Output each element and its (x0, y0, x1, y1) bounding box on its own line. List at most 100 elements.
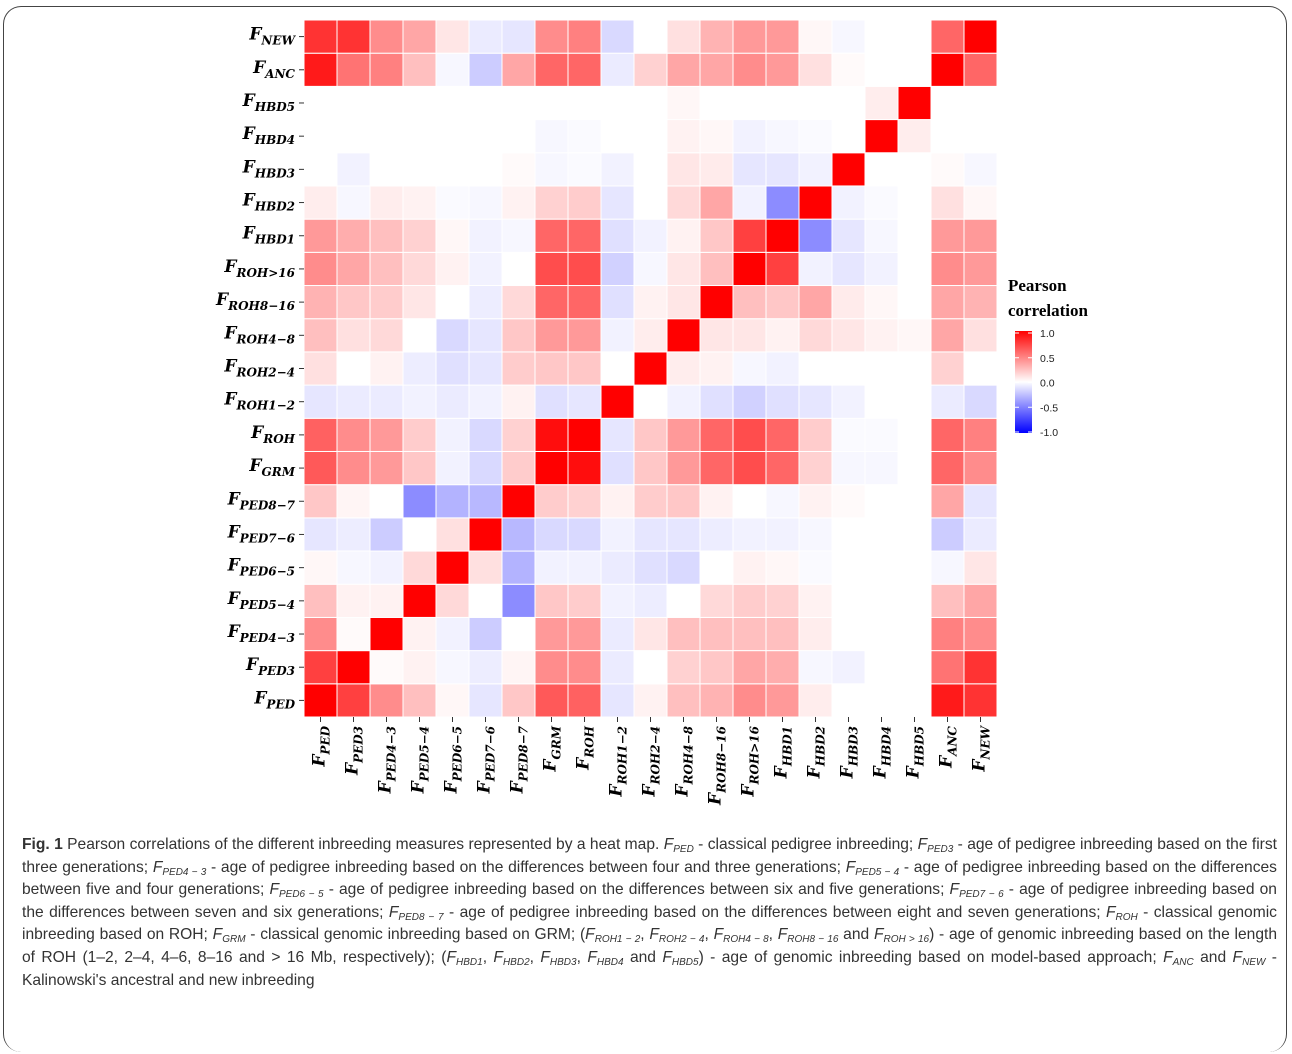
y-label-new: FNEW (248, 25, 296, 48)
heatmap-cell-ped-ped6-5 (435, 683, 470, 718)
heatmap-cell-roh-roh1-2 (600, 417, 635, 452)
heatmap-cell-roh8-16-ped (303, 285, 338, 320)
heatmap-cell-roh-ped (303, 417, 338, 452)
heatmap-cell-ped8-7-ped5-4 (402, 484, 437, 519)
heatmap-cell-roh4-8-roh2-4 (633, 318, 668, 353)
heatmap-cell-hbd3-roh (567, 152, 602, 187)
heatmap-cell-grm-hbd1 (765, 450, 800, 486)
heatmap-cell-ped5-4-roh2-4 (633, 583, 668, 618)
heatmap-cell-ped4-3-ped5-4 (402, 616, 437, 652)
heatmap-cell-ped4-3-ped4-3 (369, 616, 404, 652)
heatmap-cell-ped5-4-roh4-8 (666, 583, 701, 618)
heatmap-cell-hbd4-anc (930, 119, 965, 154)
heatmap-cell-roh-anc (930, 417, 965, 452)
heatmap-cell-hbd4-roh8-16 (699, 119, 734, 154)
x-label-roh-16: FROH>16 (739, 725, 762, 797)
heatmap-cell-anc-hbd5 (897, 52, 932, 87)
heatmap-cell-hbd3-roh4-8 (666, 152, 701, 187)
heatmap-cell-ped3-ped8-7 (501, 650, 536, 685)
heatmap-cell-roh1-2-new (963, 384, 998, 419)
heatmap-cell-roh-16-roh-16 (732, 251, 767, 287)
x-label-roh2-4: FROH2−4 (640, 726, 663, 798)
heatmap-cell-hbd3-hbd3 (831, 152, 866, 187)
heatmap-cell-ped5-4-ped6-5 (435, 583, 470, 618)
heatmap-cell-roh8-16-ped7-6 (468, 285, 503, 320)
heatmap-cell-ped8-7-anc (930, 484, 965, 519)
caption-variable: FANC (1163, 948, 1194, 968)
heatmap-cell-hbd5-roh-16 (732, 85, 767, 121)
heatmap-cell-roh8-16-hbd1 (765, 285, 800, 320)
x-label-ped5-4: FPED5−4 (409, 726, 432, 794)
heatmap-cell-ped3-ped7-6 (468, 650, 503, 685)
heatmap-cell-ped-grm (534, 683, 569, 718)
heatmap-cell-hbd4-hbd3 (831, 119, 866, 154)
heatmap-cell-ped3-roh-16 (732, 650, 767, 685)
heatmap-cell-ped-ped5-4 (402, 683, 437, 718)
heatmap-cell-roh-16-hbd1 (765, 251, 800, 287)
heatmap-cell-hbd5-ped3 (336, 85, 371, 121)
heatmap-cell-hbd4-ped3 (336, 119, 371, 154)
heatmap-cell-ped3-hbd1 (765, 650, 800, 685)
heatmap-cell-roh8-16-ped3 (336, 285, 371, 320)
heatmap-cell-anc-roh1-2 (600, 52, 635, 87)
heatmap-cell-roh-16-new (963, 251, 998, 287)
heatmap-cell-roh8-16-hbd2 (798, 285, 833, 320)
heatmap-cell-new-roh4-8 (666, 19, 701, 54)
y-label-ped: FPED (253, 688, 295, 711)
heatmap-cell-new-ped3 (336, 19, 371, 54)
heatmap-cell-ped5-4-hbd5 (897, 583, 932, 618)
heatmap-cell-grm-roh-16 (732, 450, 767, 486)
y-label-hbd4: FHBD4 (242, 124, 295, 147)
heatmap-cell-hbd2-ped5-4 (402, 185, 437, 220)
legend-title-line2: correlation (1008, 301, 1088, 320)
heatmap-cell-hbd3-ped (303, 152, 338, 187)
heatmap-cell-hbd4-roh4-8 (666, 119, 701, 154)
heatmap-cell-ped6-5-roh-16 (732, 550, 767, 585)
heatmap-cell-roh-16-grm (534, 251, 569, 287)
heatmap-cell-ped7-6-hbd2 (798, 517, 833, 552)
heatmap-cell-roh1-2-hbd5 (897, 384, 932, 419)
heatmap-cell-ped4-3-anc (930, 616, 965, 652)
heatmap-cell-ped3-ped3 (336, 650, 371, 685)
caption-variable: FPED5 − 4 (845, 858, 900, 878)
heatmap-cell-new-hbd4 (864, 19, 899, 54)
caption-variable: FROH8 − 16 (777, 926, 839, 946)
heatmap-cell-roh-hbd5 (897, 417, 932, 452)
heatmap-cell-ped7-6-roh4-8 (666, 517, 701, 552)
heatmap-cell-roh1-2-roh-16 (732, 384, 767, 419)
heatmap-cell-ped4-3-roh2-4 (633, 616, 668, 652)
heatmap-cell-hbd5-roh (567, 85, 602, 121)
heatmap-cell-hbd5-hbd4 (864, 85, 899, 121)
heatmap-cell-hbd5-anc (930, 85, 965, 121)
heatmap-cell-ped4-3-ped8-7 (501, 616, 536, 652)
heatmap-cell-ped4-3-roh-16 (732, 616, 767, 652)
heatmap-cell-hbd4-new (963, 119, 998, 154)
heatmap-cell-hbd3-hbd5 (897, 152, 932, 187)
heatmap-cell-ped6-5-roh8-16 (699, 550, 734, 585)
heatmap-cell-ped4-3-ped (303, 616, 338, 652)
heatmap-cell-hbd5-grm (534, 85, 569, 121)
y-label-roh2-4: FROH2−4 (223, 357, 295, 380)
heatmap-cell-roh2-4-roh4-8 (666, 351, 701, 386)
heatmap-cell-roh4-8-grm (534, 318, 569, 353)
caption-variable: FHBD5 (662, 948, 699, 968)
caption-variable: FHBD3 (540, 948, 577, 968)
heatmap-cell-ped-roh-16 (732, 683, 767, 718)
heatmap-cell-roh1-2-hbd1 (765, 384, 800, 419)
heatmap-cell-roh2-4-ped (303, 351, 338, 386)
heatmap-cell-grm-grm (534, 450, 569, 486)
heatmap-cell-ped-ped (303, 683, 338, 718)
heatmap-cell-ped6-5-roh1-2 (600, 550, 635, 585)
heatmap-cell-grm-ped4-3 (369, 450, 404, 486)
heatmap-cell-ped-ped4-3 (369, 683, 404, 718)
heatmap-cell-roh1-2-ped8-7 (501, 384, 536, 419)
heatmap-cell-ped5-4-roh (567, 583, 602, 618)
heatmap-cell-hbd4-ped7-6 (468, 119, 503, 154)
heatmap-cell-hbd5-ped5-4 (402, 85, 437, 121)
heatmap-cell-ped3-hbd5 (897, 650, 932, 685)
heatmap-cell-hbd5-hbd2 (798, 85, 833, 121)
heatmap-cell-roh-16-roh1-2 (600, 251, 635, 287)
heatmap-cell-anc-grm (534, 52, 569, 87)
caption-variable: FPED8 − 7 (388, 903, 444, 923)
heatmap-cell-hbd5-roh1-2 (600, 85, 635, 121)
